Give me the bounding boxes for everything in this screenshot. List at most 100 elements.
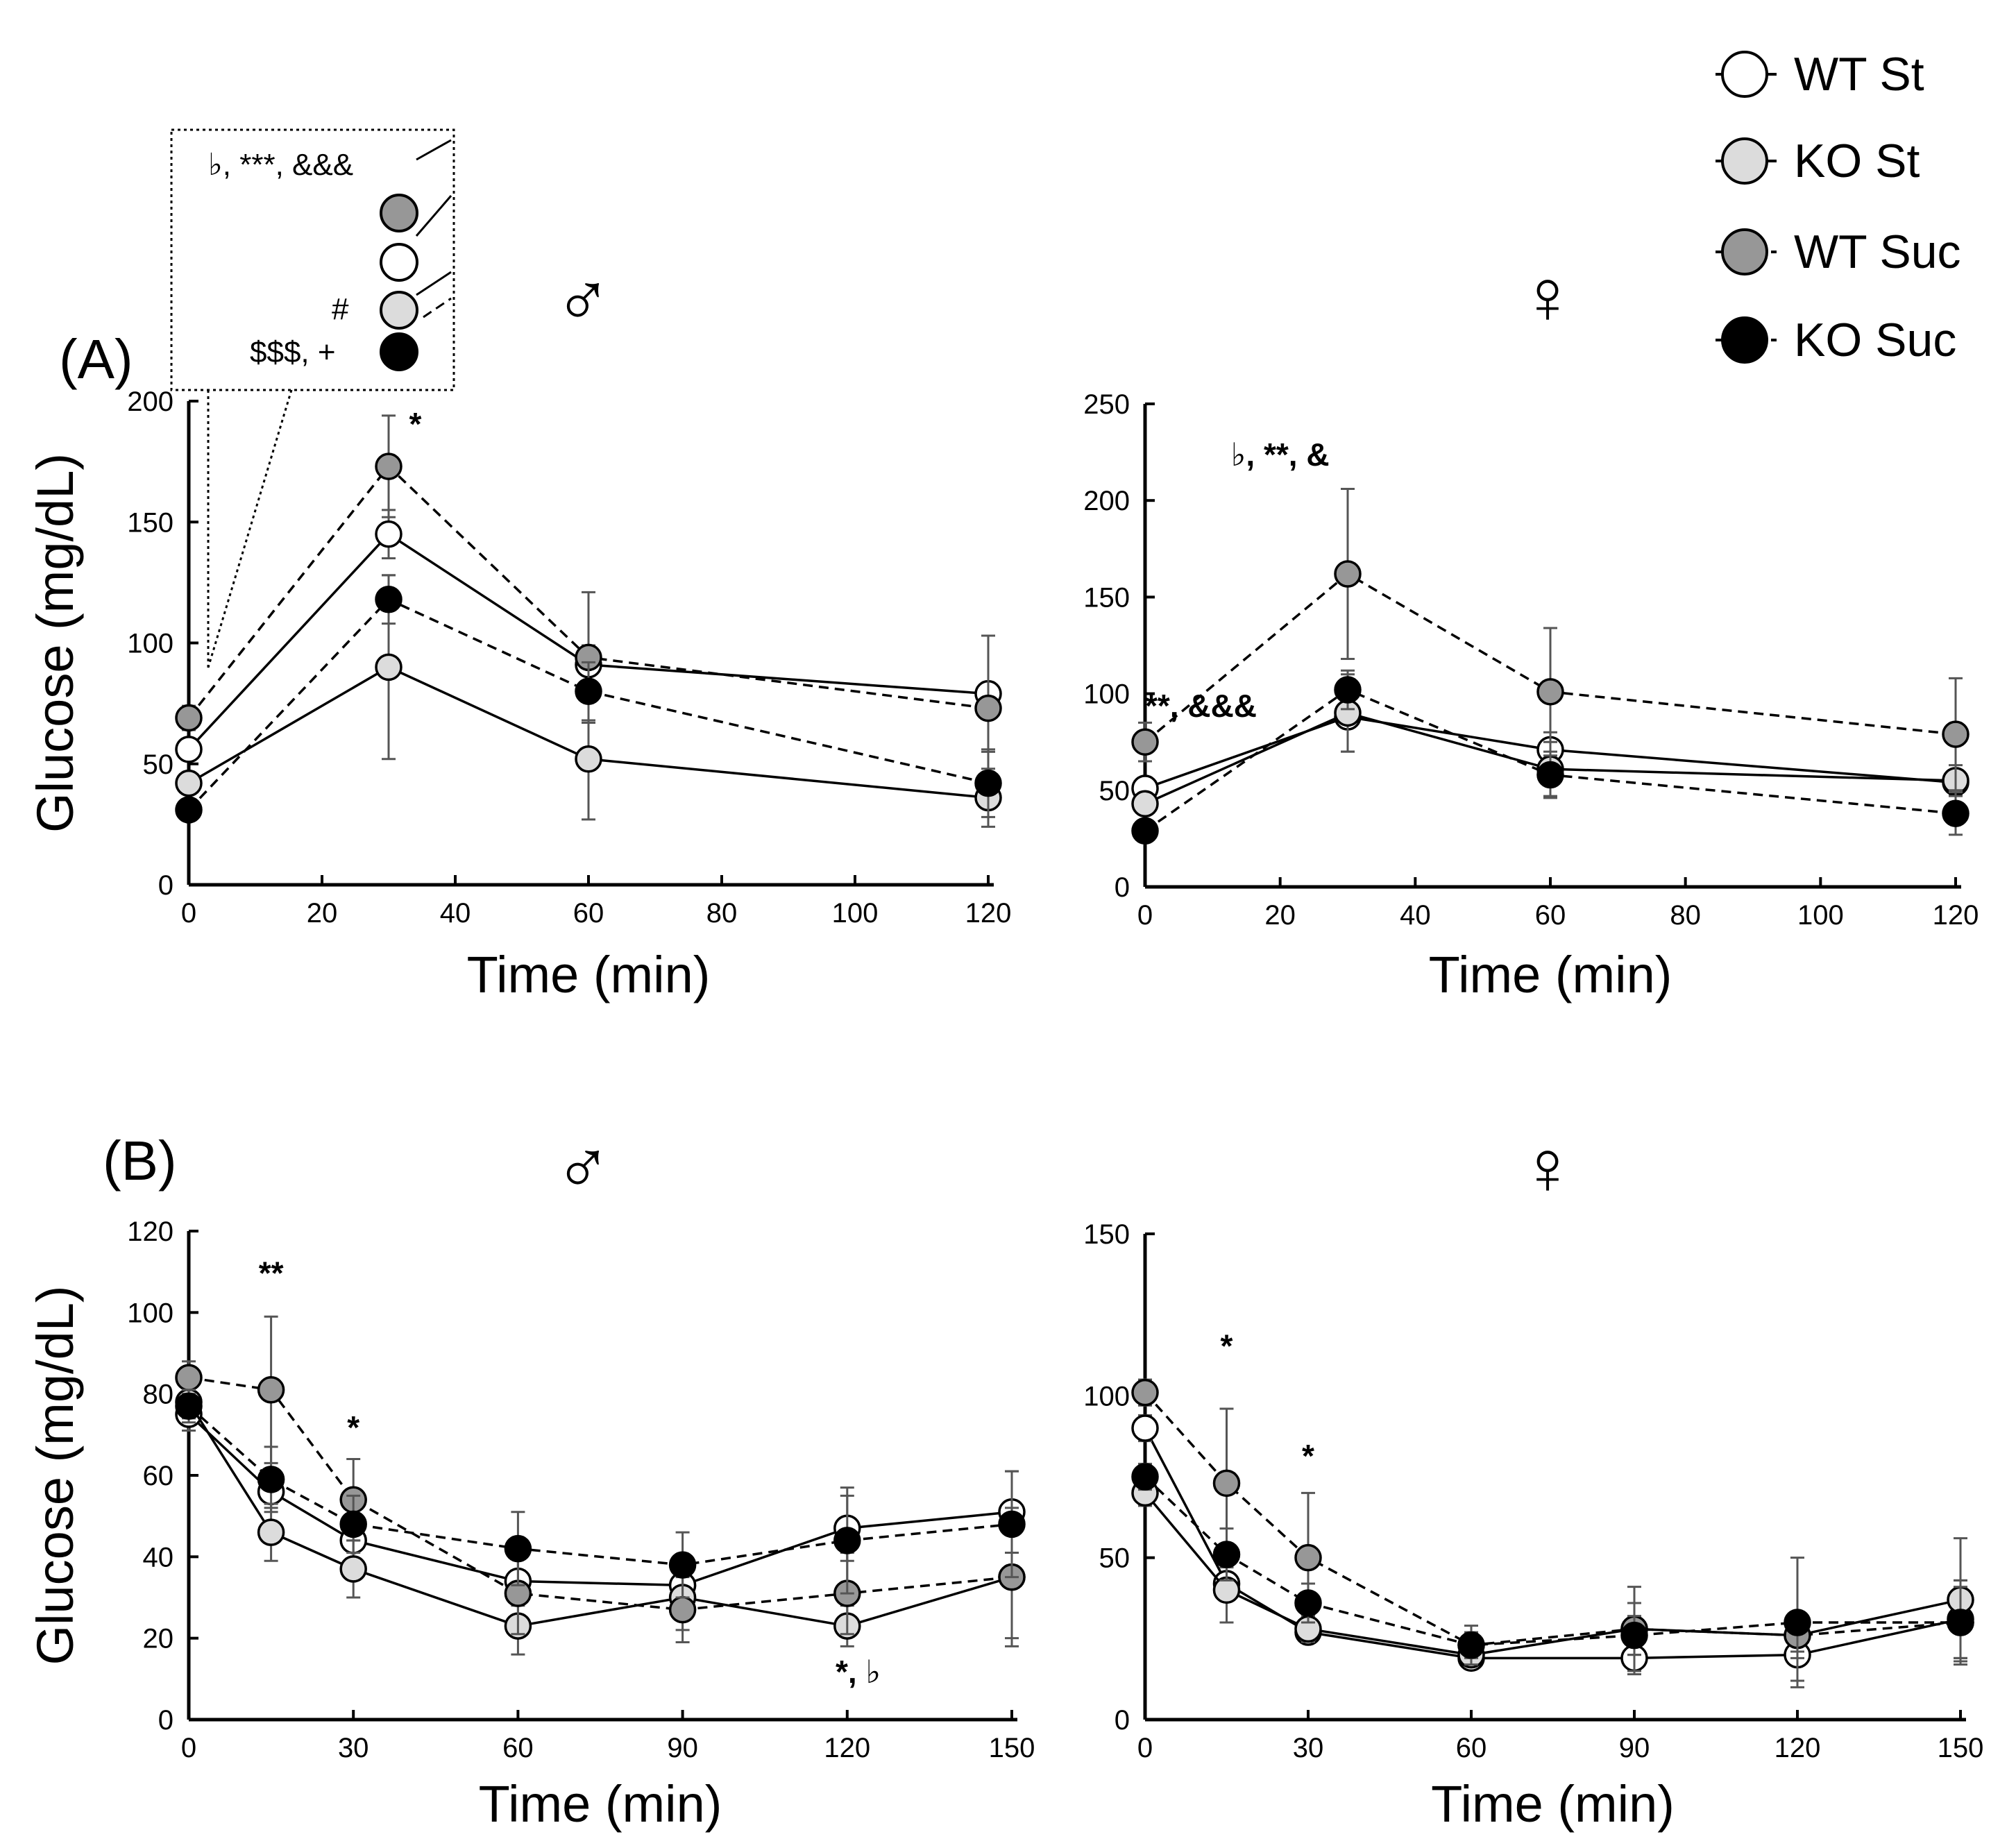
y-tick-label: 80 [143,1380,174,1410]
y-tick-label: 20 [143,1624,174,1654]
data-point-wt-suc [175,704,203,732]
series-line-ko-suc [187,1405,1013,1566]
y-axis-label: Glucose (mg/dL) [26,453,84,833]
data-point-ko-suc [257,1466,285,1493]
x-tick-label: 120 [965,898,1012,929]
data-point-wt-st [1131,1414,1159,1442]
legend-marker-wt-st [1721,51,1768,98]
panel-b-label: (B) [103,1130,177,1192]
inset-marker-wt-st [380,243,418,282]
data-point-wt-suc [1131,1378,1159,1407]
x-tick-label: 0 [1137,1733,1153,1763]
x-tick-label: 30 [1293,1733,1324,1763]
inset-pointer-line [207,389,293,668]
series-ko-st [175,1384,1026,1656]
significance-annotation: * [1221,1328,1233,1364]
chart-b-male: 0 20 40 60 80 100 120 0 30 60 90 120 150 Time (min) Gl… [26,1125,1035,1833]
series-wt-st [175,1397,1026,1611]
x-tick-label: 80 [706,898,738,929]
x-tick-label: 150 [1938,1733,1984,1763]
inset-annotation-top: ♭, ***, &&& [208,148,353,182]
x-tick-label: 0 [181,1733,196,1763]
data-point-ko-suc [175,1392,203,1421]
data-point-ko-st [575,745,602,773]
data-point-wt-st [175,736,203,763]
data-point-wt-suc [175,1364,203,1391]
data-point-wt-suc [1131,728,1159,756]
x-tick-label: 120 [1774,1733,1821,1763]
data-point-ko-suc [668,1551,697,1579]
data-point-ko-st [257,1518,285,1546]
y-tick-label: 250 [1083,389,1130,420]
data-point-ko-st [175,769,203,797]
x-tick-label: 150 [989,1733,1035,1763]
data-point-ko-suc [575,677,602,705]
y-tick-label: 100 [127,629,173,659]
series-wt-suc [1131,487,1970,792]
y-tick-label: 100 [127,1298,173,1328]
x-tick-label: 100 [832,898,879,929]
y-tick-label: 50 [1099,1543,1130,1574]
legend-item-wt-suc: WT Suc [1716,226,1961,278]
y-tick-label: 120 [127,1217,173,1247]
significance-annotation: *, ♭ [836,1654,881,1690]
series-line-ko-suc [187,597,989,811]
y-tick-label: 50 [143,749,174,780]
series-line-ko-st [188,666,989,799]
inset-line [415,195,452,237]
data-point-ko-suc [974,769,1002,797]
data-point-wt-suc [668,1595,697,1624]
data-point-wt-suc [1334,560,1362,588]
series-line-wt-st [187,1413,1013,1587]
y-tick-label: 0 [158,870,173,901]
legend: WT St KO St WT Suc KO Suc [1716,48,1961,366]
x-tick-label: 30 [338,1733,369,1763]
significance-annotation: ** [259,1255,284,1291]
inset-line [423,297,452,319]
legend-marker-ko-suc [1721,316,1768,364]
data-point-ko-suc [1942,799,1970,827]
legend-label-wt-st: WT St [1794,48,1924,101]
y-tick-label: 200 [127,387,173,417]
y-tick-label: 0 [158,1705,173,1736]
data-point-ko-suc [1457,1631,1485,1659]
x-tick-label: 90 [667,1733,698,1763]
x-tick-label: 80 [1670,900,1701,931]
significance-annotation: * [1302,1438,1314,1474]
y-tick-label: 50 [1099,776,1130,806]
inset-marker-ko-st [380,291,418,330]
legend-item-ko-suc: KO Suc [1716,314,1956,366]
inset-annotation-hash: # [332,292,349,326]
y-tick-label: 100 [1083,679,1130,710]
data-point-wt-suc [257,1376,285,1404]
series-ko-suc [175,574,1002,824]
series-ko-suc [175,1389,1026,1599]
inset-marker-wt-suc [380,194,418,232]
x-tick-label: 120 [824,1733,870,1763]
x-tick-label: 60 [502,1733,534,1763]
x-tick-label: 90 [1619,1733,1650,1763]
x-tick-label: 60 [1456,1733,1487,1763]
significance-annotation: * [409,406,421,442]
x-tick-label: 20 [1264,900,1296,931]
data-point-ko-suc [175,796,203,824]
series-ko-suc [1131,1462,1974,1688]
data-point-wt-suc [974,694,1002,722]
panel-a-label: (A) [59,328,133,390]
chart-a-female: 0 50 100 150 200 250 0 20 40 60 80 100 120 Time (min)… [1083,254,1979,1003]
y-axis-label: Glucose (mg/dL) [26,1286,84,1665]
x-axis-label: Time (min) [1429,946,1672,1003]
data-point-ko-suc [1947,1609,1974,1636]
series-wt-suc [1131,1378,1974,1672]
x-tick-label: 40 [440,898,471,929]
data-point-ko-suc [339,1510,367,1538]
data-point-wt-suc [1294,1543,1322,1572]
data-point-wt-suc [1942,720,1970,748]
legend-label-wt-suc: WT Suc [1794,226,1961,278]
series-line-ko-st [1144,711,1956,805]
legend-item-wt-st: WT St [1716,48,1924,101]
y-tick-label: 100 [1083,1381,1130,1412]
data-point-wt-st [375,520,403,548]
series-line-wt-suc [1144,572,1956,743]
data-point-ko-st [375,653,403,681]
